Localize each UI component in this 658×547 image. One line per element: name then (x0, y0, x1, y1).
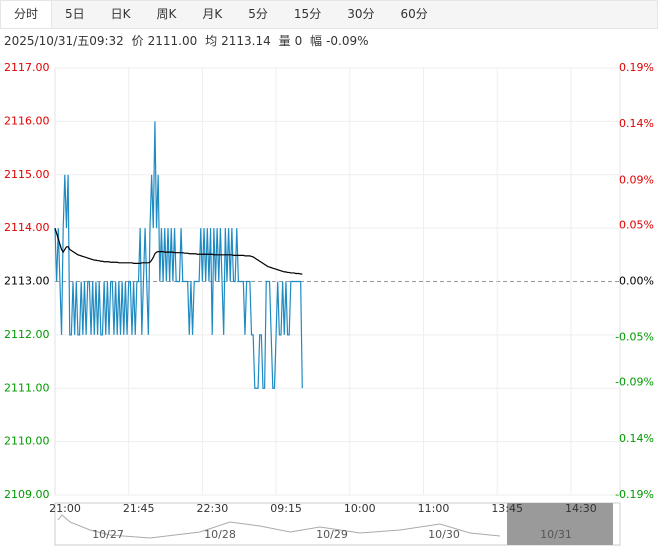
info-value: 2113.14 (221, 34, 271, 48)
x-tick-label: 21:45 (123, 502, 155, 515)
series-line (54, 121, 303, 389)
navigator-line (57, 514, 501, 539)
y-tick-label: 2111.00 (4, 381, 50, 394)
info-label: 幅 (310, 34, 323, 48)
x-tick-label: 14:30 (565, 502, 597, 515)
x-tick-label: 11:00 (418, 502, 450, 515)
y2-tick-label: 0.09% (619, 173, 654, 186)
tab[interactable]: 周K (156, 7, 177, 21)
tab[interactable]: 月K (202, 7, 223, 21)
x-tick-label: 21:00 (49, 502, 81, 515)
tab[interactable]: 15分 (293, 7, 322, 21)
tab[interactable]: 5日 (65, 7, 85, 21)
navigator-date: 10/27 (92, 528, 124, 541)
x-tick-label: 22:30 (197, 502, 229, 515)
y2-tick-label: 0.14% (619, 117, 654, 130)
y2-tick-label: 0.19% (619, 61, 654, 74)
navigator-window (507, 503, 613, 545)
x-tick-label: 09:15 (270, 502, 302, 515)
y-tick-label: 2109.00 (4, 488, 50, 501)
info-time: 2025/10/31/五09:32 (4, 34, 124, 48)
y-tick-label: 2112.00 (4, 328, 50, 341)
y-tick-label: 2117.00 (4, 61, 50, 74)
navigator-date: 10/28 (204, 528, 236, 541)
y2-tick-label: -0.05% (615, 331, 654, 344)
y2-tick-label: -0.09% (615, 376, 654, 389)
tab-bar: 分时 5日 日K 周K 月K 5分 15分 30分 60分 (0, 0, 658, 29)
navigator-date: 10/30 (428, 528, 460, 541)
y-tick-label: 2116.00 (4, 114, 50, 127)
y-tick-label: 2115.00 (4, 168, 50, 181)
y-tick-label: 2114.00 (4, 221, 50, 234)
y2-tick-label: 0.00% (619, 275, 654, 288)
tab[interactable]: 5分 (248, 7, 268, 21)
info-value: 0 (294, 34, 303, 48)
navigator-date: 10/29 (316, 528, 348, 541)
y2-tick-label: -0.19% (615, 488, 654, 501)
info-value: 2111.00 (147, 34, 198, 48)
info-label: 价 (131, 34, 144, 48)
y2-tick-label: 0.14% (619, 432, 654, 445)
x-tick-label: 10:00 (344, 502, 376, 515)
y-tick-label: 2110.00 (4, 435, 50, 448)
tab[interactable]: 日K (110, 7, 131, 21)
tab[interactable]: 60分 (400, 7, 428, 21)
info-value: -0.09% (326, 34, 369, 48)
tab[interactable]: 分时 (1, 1, 53, 28)
info-label: 量 (278, 34, 291, 48)
info-label: 均 (205, 34, 218, 48)
y-tick-label: 2113.00 (4, 275, 50, 288)
tab[interactable]: 30分 (347, 7, 375, 21)
y2-tick-label: 0.05% (619, 218, 654, 231)
navigator-date: 10/31 (540, 528, 572, 541)
series-line (54, 227, 303, 275)
x-tick-label: 13:45 (491, 502, 523, 515)
